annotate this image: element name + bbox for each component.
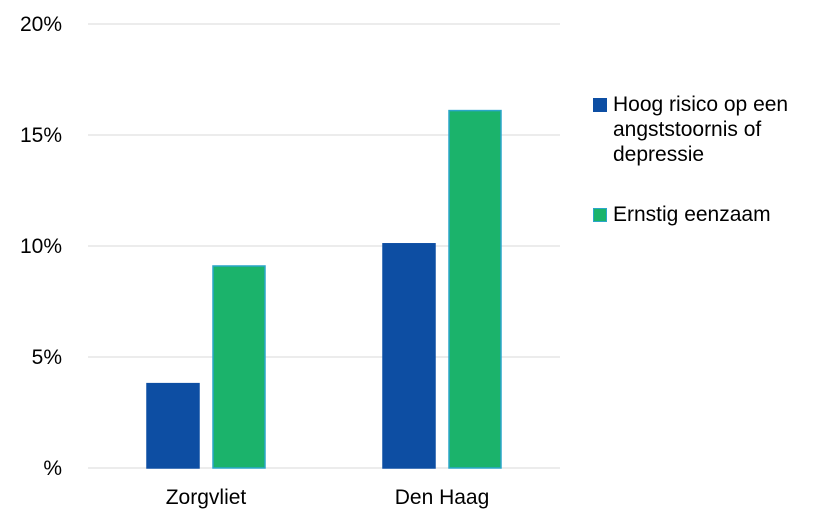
x-tick-label-2: Den Haag xyxy=(395,486,490,509)
legend-item-series-2: Ernstig eenzaam xyxy=(593,202,818,227)
y-tick-label-0: % xyxy=(43,457,62,480)
x-tick-label-1: Zorgvliet xyxy=(166,486,247,509)
legend-label-series-2: Ernstig eenzaam xyxy=(613,203,771,226)
legend: Hoog risico op een angststoornis of depr… xyxy=(593,92,818,262)
y-tick-label-4: 20% xyxy=(20,13,62,36)
y-tick-label-3: 15% xyxy=(20,124,62,147)
legend-item-series-1: Hoog risico op een angststoornis of depr… xyxy=(593,92,818,167)
bar-series1-den-haag xyxy=(382,243,436,469)
y-axis-tick-labels: % 5% 10% 15% 20% xyxy=(20,13,62,480)
legend-swatch-series-2 xyxy=(593,208,607,222)
bars xyxy=(146,109,502,469)
x-axis-tick-labels: Zorgvliet Den Haag xyxy=(166,486,490,509)
bar-series2-den-haag xyxy=(448,109,502,469)
bar-series1-zorgvliet xyxy=(146,382,200,469)
bar-series2-zorgvliet xyxy=(212,265,266,469)
y-tick-label-2: 10% xyxy=(20,235,62,258)
legend-swatch-series-1 xyxy=(593,98,607,112)
y-tick-label-1: 5% xyxy=(32,346,62,369)
legend-label-series-1: Hoog risico op een angststoornis of depr… xyxy=(613,93,789,166)
